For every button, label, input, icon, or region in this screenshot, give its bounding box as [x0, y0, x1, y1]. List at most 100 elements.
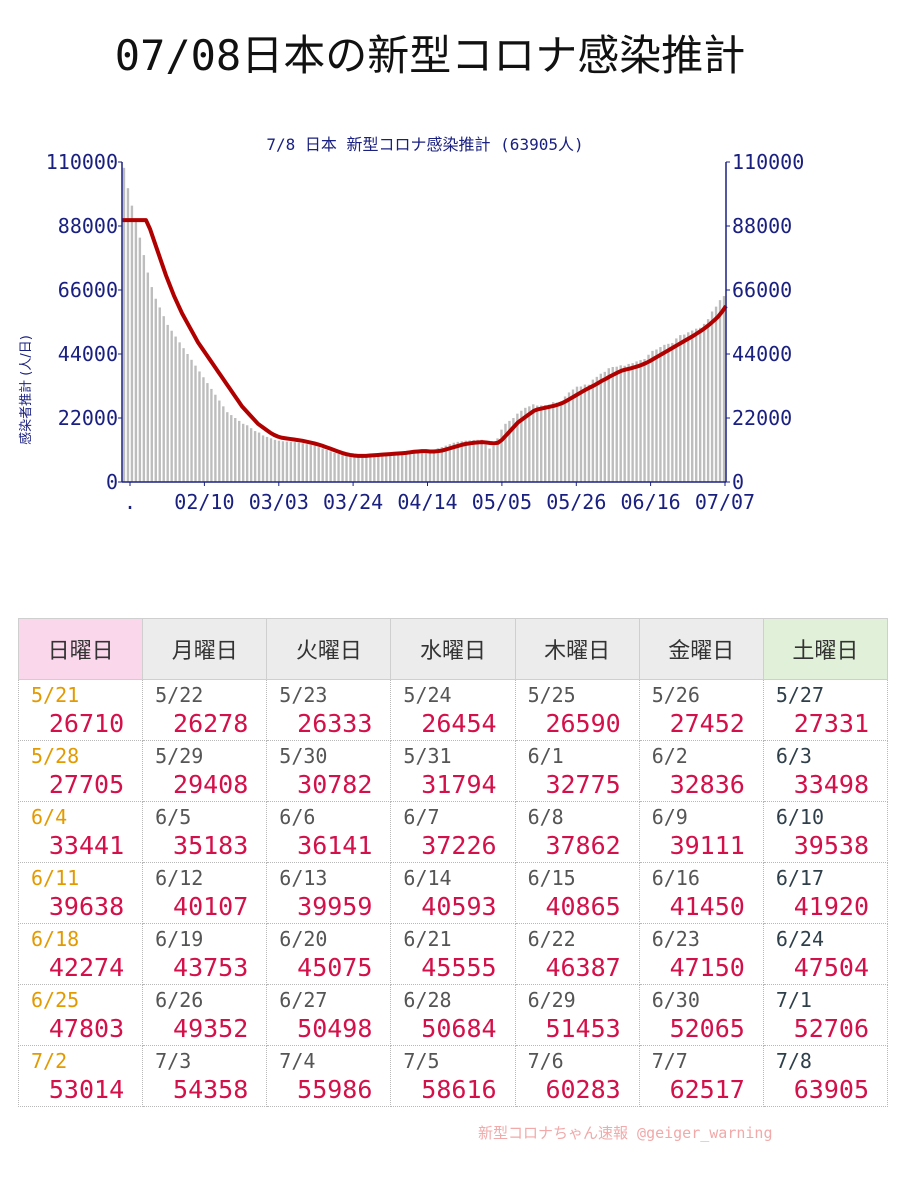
- bar: [710, 311, 714, 482]
- day-cell: 6/9 39111: [638, 801, 764, 863]
- cell-date: 6/4: [31, 805, 68, 829]
- cell-date: 6/27: [279, 988, 328, 1012]
- bar: [400, 451, 404, 482]
- bar: [341, 455, 344, 482]
- cell-value: 27452: [669, 709, 745, 738]
- bar: [261, 435, 265, 482]
- cell-value: 43753: [173, 953, 249, 982]
- bar: [162, 316, 165, 482]
- bar: [551, 402, 555, 482]
- table-row: 6/4 33441 6/5 35183 6/6 36141 6/7 37226 6/8 37862…: [17, 801, 889, 863]
- cell-value: 36141: [297, 831, 373, 860]
- cell-date: 6/30: [651, 988, 700, 1012]
- cell-value: 46387: [545, 953, 621, 982]
- table-row: 6/18 42274 6/19 43753 6/20 45075 6/21 45555 6/22…: [17, 923, 889, 985]
- bar: [635, 361, 638, 482]
- cell-date: 6/12: [155, 866, 204, 890]
- day-cell: 5/28 27705: [17, 740, 144, 802]
- bar: [587, 384, 591, 482]
- bar: [273, 439, 277, 482]
- bar: [691, 330, 694, 482]
- day-cell: 6/4 33441: [17, 801, 144, 863]
- day-cell: 6/6 36141: [266, 801, 392, 863]
- bar: [353, 456, 356, 482]
- day-cell: 5/23 26333: [266, 679, 392, 741]
- cell-date: 6/26: [155, 988, 204, 1012]
- bar: [293, 442, 297, 482]
- bar: [599, 373, 603, 482]
- table-row: 6/11 39638 6/12 40107 6/13 39959 6/14 40593 6/15…: [17, 862, 889, 924]
- bar: [377, 454, 380, 482]
- day-cell: 6/18 42274: [17, 923, 144, 985]
- bar: [524, 407, 527, 482]
- credit: 新型コロナちゃん速報 @geiger_warning: [478, 1124, 773, 1142]
- cell-date: 7/4: [279, 1049, 316, 1073]
- day-cell: 6/15 40865: [514, 862, 640, 924]
- bar: [122, 167, 126, 482]
- y-tick-label-left: 66000: [58, 278, 118, 302]
- day-cell: 6/22 46387: [514, 923, 640, 985]
- bar: [333, 452, 336, 482]
- x-tick-label: 05/26: [546, 490, 606, 514]
- cell-date: 6/7: [403, 805, 440, 829]
- bar: [643, 359, 646, 482]
- cell-date: 6/20: [279, 927, 328, 951]
- bar: [416, 450, 420, 482]
- cell-value: 39638: [48, 892, 125, 921]
- bar: [484, 444, 487, 482]
- table-row: 5/28 27705 5/29 29408 5/30 30782 5/31 31794 6/1 3…: [17, 740, 889, 802]
- cell-value: 32775: [545, 770, 621, 799]
- cell-value: 33498: [793, 770, 869, 799]
- bar: [385, 453, 388, 482]
- bar: [218, 400, 221, 482]
- bar: [667, 343, 670, 482]
- cell-value: 63905: [793, 1075, 869, 1104]
- cell-date: 6/17: [775, 866, 825, 890]
- page-title: 07/08日本の新型コロナ感染推計: [114, 31, 746, 80]
- bar: [309, 444, 312, 482]
- cell-date: 6/24: [775, 927, 825, 951]
- day-cell: 5/29 29408: [142, 740, 268, 802]
- bar: [265, 436, 269, 482]
- bar: [198, 371, 201, 482]
- cell-date: 6/28: [403, 988, 452, 1012]
- cell-value: 51453: [545, 1014, 621, 1043]
- day-cell: 6/8 37862: [514, 801, 640, 863]
- bar: [242, 423, 245, 482]
- bar: [480, 439, 483, 482]
- day-cell: 5/30 30782: [266, 740, 392, 802]
- bar: [722, 296, 726, 482]
- weekday-header: 日曜日: [17, 618, 144, 680]
- cell-value: 26278: [173, 709, 249, 738]
- cell-date: 5/22: [155, 683, 204, 707]
- bar: [381, 453, 384, 482]
- day-cell: 6/3 33498: [762, 740, 889, 802]
- bar: [305, 444, 308, 482]
- y-tick-label-left: 110000: [46, 150, 118, 174]
- bar: [512, 418, 515, 482]
- line-group: [122, 218, 728, 458]
- bar: [238, 420, 241, 482]
- bar: [583, 384, 587, 482]
- bar: [544, 405, 547, 482]
- cell-date: 5/28: [31, 744, 80, 768]
- bar: [404, 451, 408, 482]
- cell-date: 6/19: [155, 927, 204, 951]
- bar: [345, 455, 348, 482]
- day-cell: 6/1 32775: [514, 740, 640, 802]
- day-cell: 5/26 27452: [638, 679, 764, 741]
- bar: [329, 451, 332, 482]
- day-cell: 6/27 50498: [266, 984, 392, 1046]
- table-body: 5/21 26710 5/22 26278 5/23 26333 5/24 26454 5/25…: [17, 679, 889, 1107]
- weekday-header: 土曜日: [762, 618, 889, 680]
- bar: [130, 205, 134, 482]
- bar: [536, 405, 539, 482]
- bar: [496, 438, 499, 482]
- bar: [651, 350, 654, 482]
- weekday-header: 水曜日: [390, 618, 516, 680]
- day-cell: 6/20 45075: [266, 923, 392, 985]
- weekday-header: 木曜日: [514, 618, 640, 680]
- bar: [432, 449, 436, 482]
- x-tick-label: .: [124, 490, 136, 514]
- table-header-row: 日曜日 月曜日 火曜日 水曜日 木曜日 金曜日 土曜日: [17, 618, 889, 680]
